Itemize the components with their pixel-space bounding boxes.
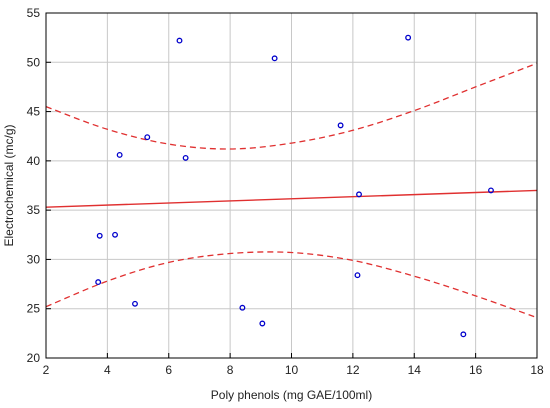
axis-ticks: 2 4 6 8 10 12 14 16 18 20 25 30 35 40 45 50 55	[27, 6, 544, 377]
data-point	[132, 300, 138, 307]
data-point	[176, 37, 183, 44]
x-tick-label: 18	[530, 363, 544, 377]
y-tick-label: 35	[27, 203, 41, 217]
data-point	[259, 320, 266, 327]
y-tick-label: 25	[27, 302, 41, 316]
x-tick-label: 12	[346, 363, 360, 377]
y-axis-title: Electrochemical (mc/g)	[2, 124, 16, 246]
y-tick-label: 50	[27, 55, 41, 69]
x-tick-label: 14	[408, 363, 422, 377]
regression-line	[45, 189, 538, 208]
y-tick-label: 20	[27, 351, 41, 365]
data-point	[95, 279, 102, 286]
x-tick-label: 10	[285, 363, 299, 377]
data-point	[112, 231, 118, 238]
data-point	[96, 232, 103, 239]
x-tick-label: 2	[43, 363, 50, 377]
x-tick-label: 6	[165, 363, 172, 377]
data-point	[460, 331, 467, 338]
data-point	[271, 55, 278, 62]
upper-confidence-band	[45, 62, 538, 150]
fit-line	[45, 189, 538, 208]
data-point	[356, 191, 362, 198]
data-point	[239, 304, 246, 311]
data-point	[354, 272, 361, 279]
y-tick-label: 55	[27, 6, 41, 20]
data-point	[182, 154, 189, 161]
x-tick-label: 4	[104, 363, 111, 377]
y-tick-label: 40	[27, 154, 41, 168]
x-axis-title: Poly phenols (mg GAE/100ml)	[211, 388, 372, 402]
data-points	[95, 34, 494, 338]
x-tick-label: 8	[227, 363, 234, 377]
lower-confidence-band	[45, 251, 538, 319]
confidence-bands	[45, 62, 538, 319]
data-point	[488, 187, 494, 194]
data-point	[116, 151, 123, 158]
y-tick-label: 45	[27, 105, 41, 119]
grid-lines	[46, 13, 537, 358]
x-tick-label: 16	[469, 363, 483, 377]
data-point	[144, 134, 151, 141]
data-point	[337, 122, 344, 129]
data-point	[405, 34, 412, 41]
y-tick-label: 30	[27, 252, 41, 266]
